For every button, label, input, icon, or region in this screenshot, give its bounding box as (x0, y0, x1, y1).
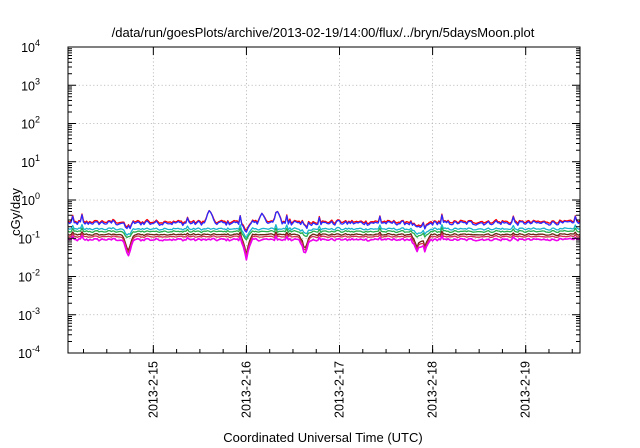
x-tick-label: 2013-2-15 (146, 361, 160, 418)
x-axis-ticks: 2013-2-15 2013-2-16 2013-2-17 2013-2-18 2013… (83, 47, 573, 418)
x-tick-label: 2013-2-18 (426, 361, 440, 418)
y-tick-label: 100 (21, 191, 40, 208)
y-tick-label: 10-2 (18, 268, 40, 285)
chart-title: /data/run/goesPlots/archive/2013-02-19/1… (112, 25, 535, 40)
x-tick-label: 2013-2-17 (333, 361, 347, 418)
x-axis-label: Coordinated Universal Time (UTC) (223, 430, 422, 445)
y-tick-label: 104 (21, 38, 40, 55)
series-line-4 (68, 227, 580, 241)
x-tick-label: 2013-2-16 (239, 361, 253, 418)
y-axis-ticks: 104 103 102 101 100 10-1 10-2 10-3 10-4 (18, 38, 580, 361)
series-line-5 (68, 230, 580, 256)
series-line-2 (68, 210, 580, 233)
y-tick-label: 102 (21, 115, 40, 132)
y-tick-label: 101 (21, 153, 40, 170)
series-line-3 (68, 223, 580, 239)
plot-area (68, 209, 580, 261)
x-tick-label: 2013-2-19 (519, 361, 533, 418)
y-tick-label: 10-4 (18, 344, 40, 361)
y-tick-label: 10-3 (18, 306, 40, 323)
series-line-1 (68, 209, 580, 232)
series-line-7 (68, 235, 580, 261)
y-tick-label: 103 (21, 76, 40, 93)
y-axis-label: cGy/day (8, 188, 23, 236)
grid-lines (68, 47, 580, 353)
series-line-6 (68, 232, 580, 258)
y-tick-label: 10-1 (18, 229, 40, 246)
